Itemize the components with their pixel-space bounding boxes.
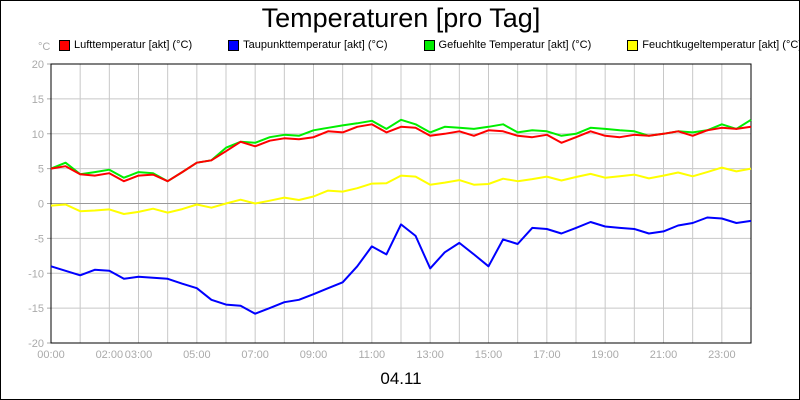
x-tick-label: 19:00: [591, 349, 619, 361]
y-axis-unit: °C: [38, 41, 51, 53]
legend-label: Feuchtkugeltemperatur [akt] (°C): [642, 39, 800, 51]
x-tick-label: 05:00: [183, 349, 211, 361]
legend-swatch: [423, 39, 435, 51]
legend-item-taupunkt: Taupunkttemperatur [akt] (°C): [228, 39, 388, 51]
y-tick-label: 20: [32, 59, 44, 71]
x-tick-label: 03:00: [125, 349, 153, 361]
legend-swatch: [627, 39, 639, 51]
legend-item-luft: Lufttemperatur [akt] (°C): [59, 39, 192, 51]
x-tick-label: 15:00: [475, 349, 503, 361]
legend-swatch: [59, 39, 70, 51]
x-tick-label: 23:00: [708, 349, 736, 361]
x-tick-label: 00:00: [37, 349, 65, 361]
legend-item-feuchtkugel: Feuchtkugeltemperatur [akt] (°C): [627, 39, 800, 51]
y-tick-label: -15: [28, 303, 44, 315]
y-tick-label: 15: [32, 94, 44, 106]
legend-label: Lufttemperatur [akt] (°C): [74, 39, 193, 51]
x-tick-label: 13:00: [416, 349, 444, 361]
x-tick-label: 21:00: [650, 349, 678, 361]
legend-swatch: [228, 39, 240, 51]
legend-label: Gefuehlte Temperatur [akt] (°C): [438, 39, 592, 51]
chart-title: Temperaturen [pro Tag]: [261, 3, 541, 33]
y-tick-label: 10: [32, 129, 44, 141]
y-tick-label: -10: [28, 268, 44, 280]
y-tick-label: -5: [34, 233, 44, 245]
x-tick-label: 07:00: [241, 349, 269, 361]
x-tick-label: 09:00: [300, 349, 328, 361]
x-tick-label: 02:00: [96, 349, 124, 361]
x-axis-date-label: 04.11: [380, 369, 422, 388]
y-tick-label: -20: [28, 338, 44, 350]
legend: Lufttemperatur [akt] (°C) Taupunkttemper…: [59, 39, 800, 51]
series-line-0: [50, 123, 752, 183]
legend-item-gefuehlt: Gefuehlte Temperatur [akt] (°C): [423, 39, 592, 51]
y-tick-label: 5: [38, 164, 44, 176]
x-tick-label: 11:00: [358, 349, 385, 361]
plot-border: [50, 63, 752, 344]
y-tick-label: 0: [38, 199, 44, 211]
series-line-3: [50, 166, 752, 215]
series-line-1: [50, 216, 752, 315]
legend-label: Taupunkttemperatur [akt] (°C): [243, 39, 388, 51]
x-tick-label: 17:00: [533, 349, 561, 361]
